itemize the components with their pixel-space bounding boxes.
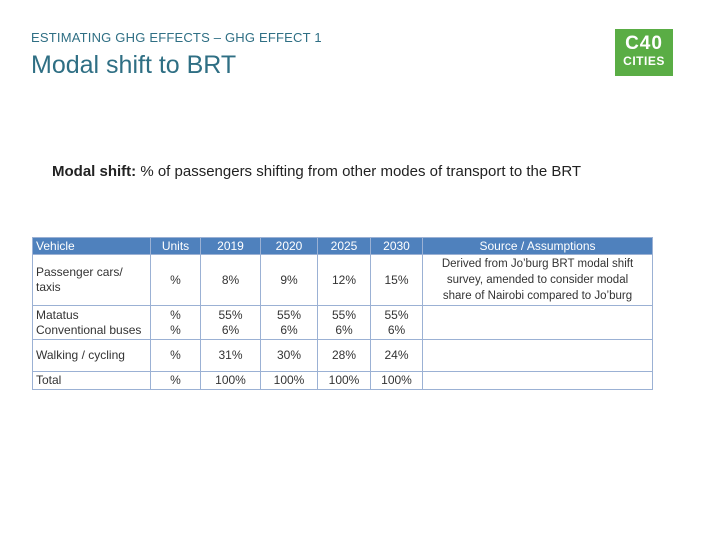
- table-body: Passenger cars/taxis% 8% 9% 12% 15% Derived f…: [32, 254, 653, 390]
- table-row: Walking / cycling% 31% 30% 28% 24%: [32, 339, 653, 372]
- table-cell: 55% 6%: [370, 305, 423, 340]
- table-cell: 100%: [317, 371, 371, 390]
- cell-text: 15%: [384, 272, 409, 287]
- cell-text: 100%: [273, 373, 305, 387]
- cell-text: 8%: [221, 272, 240, 287]
- subtitle-label: Modal shift:: [52, 163, 137, 180]
- data-table: Vehicle Units 2019 2020 2025 2030 Source / Ass…: [32, 237, 653, 390]
- column-header: 2020: [260, 237, 318, 255]
- cell-text: 55%: [331, 307, 357, 322]
- column-header: 2030: [370, 237, 423, 255]
- column-header: Units: [150, 237, 201, 255]
- table-cell: 55% 6%: [260, 305, 318, 340]
- cell-text: 55%: [276, 307, 302, 322]
- column-header: Vehicle: [32, 237, 151, 255]
- table-cell: 24%: [370, 339, 423, 372]
- cell-text: 6%: [387, 322, 406, 337]
- cell-text: 100%: [381, 373, 412, 387]
- table-cell: %: [150, 254, 201, 306]
- cell-text: %: [170, 307, 181, 322]
- table-cell: 100%: [260, 371, 318, 390]
- logo-text: C40: [625, 33, 663, 54]
- table-cell: [422, 305, 653, 340]
- table-cell: 31%: [200, 339, 261, 372]
- cell-text: 100%: [215, 373, 246, 387]
- table-row: Matatus Conventional buses%% 55% 6% 55% 6% 55%…: [32, 305, 653, 340]
- table-row: Total% 100% 100% 100% 100%: [32, 371, 653, 390]
- table-cell: [422, 339, 653, 372]
- cell-text: 12%: [331, 272, 357, 287]
- logo: C40 CITIES: [615, 29, 673, 76]
- table-cell: Walking / cycling: [32, 339, 151, 372]
- cell-text: 31%: [218, 348, 243, 362]
- cell-text: 6%: [221, 322, 240, 337]
- table-cell: 100%: [370, 371, 423, 390]
- cell-text: 9%: [280, 272, 298, 287]
- title: Modal shift to BRT: [31, 51, 237, 79]
- cell-text: taxis: [36, 280, 61, 294]
- table-cell: Total: [32, 371, 151, 390]
- cell-text: share of Nairobi compared to Jo’burg: [442, 290, 633, 302]
- table-cell: Passenger cars/taxis: [32, 254, 151, 306]
- cell-text: 55%: [384, 307, 409, 322]
- cell-text: 55%: [218, 307, 243, 322]
- cell-text: Passenger cars/: [36, 265, 123, 279]
- table-cell: 28%: [317, 339, 371, 372]
- cell-text: Walking / cycling: [36, 348, 125, 362]
- cell-text: Matatus: [36, 307, 79, 322]
- table-cell: Matatus Conventional buses: [32, 305, 151, 340]
- cell-text: %: [170, 348, 181, 362]
- cell-text: %: [170, 373, 181, 387]
- column-header: 2025: [317, 237, 371, 255]
- table-cell: Derived from Jo’burg BRT modal shift surv…: [422, 254, 653, 306]
- header-row: Vehicle Units 2019 2020 2025 2030 Source / Ass…: [32, 237, 653, 255]
- table-cell: 15%: [370, 254, 423, 306]
- cell-text: Derived from Jo’burg BRT modal shift: [441, 258, 634, 270]
- table-cell: %%: [150, 305, 201, 340]
- table-cell: 100%: [200, 371, 261, 390]
- table-cell: 8%: [200, 254, 261, 306]
- table-cell: %: [150, 339, 201, 372]
- cell-text: 6%: [280, 322, 298, 337]
- cell-text: %: [170, 322, 181, 337]
- cell-text: Conventional buses: [36, 322, 142, 337]
- cell-text: Total: [36, 373, 62, 387]
- cell-text: 30%: [276, 348, 302, 362]
- subtitle: Modal shift: % of passengers shifting fr…: [52, 163, 581, 180]
- table-cell: 55% 6%: [317, 305, 371, 340]
- table-cell: 9%: [260, 254, 318, 306]
- table-row: Passenger cars/taxis% 8% 9% 12% 15% Derived f…: [32, 254, 653, 306]
- cell-text: %: [170, 272, 181, 287]
- cell-text: 24%: [384, 348, 409, 362]
- table-cell: 55% 6%: [200, 305, 261, 340]
- cell-text: 100%: [328, 373, 360, 387]
- logo-text: CITIES: [623, 54, 665, 68]
- column-header: Source / Assumptions: [422, 237, 653, 255]
- column-header: 2019: [200, 237, 261, 255]
- subtitle-text: % of passengers shifting from other mode…: [140, 163, 582, 180]
- cell-text: survey, amended to consider modal: [446, 274, 629, 286]
- kicker: ESTIMATING GHG EFFECTS – GHG EFFECT 1: [31, 30, 322, 45]
- table-cell: [422, 371, 653, 390]
- table-cell: %: [150, 371, 201, 390]
- table-cell: 30%: [260, 339, 318, 372]
- cell-text: 6%: [335, 322, 353, 337]
- cell-text: 28%: [331, 348, 357, 362]
- table-cell: 12%: [317, 254, 371, 306]
